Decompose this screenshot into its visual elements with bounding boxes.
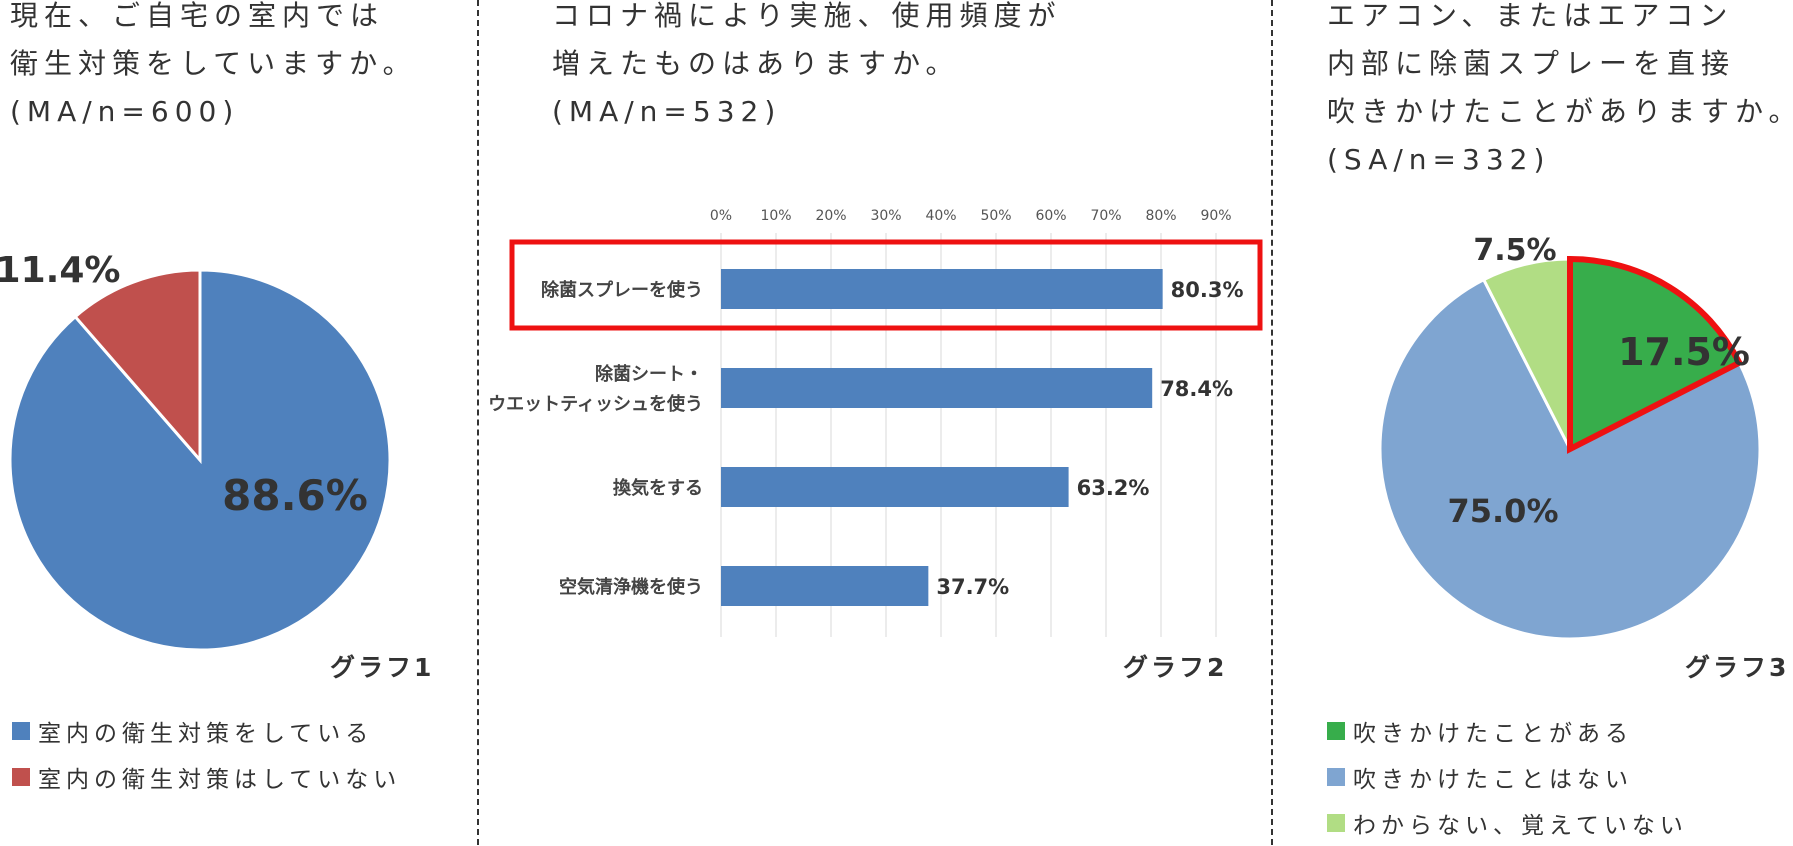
legend-label: 室内の衛生対策をしている — [38, 721, 374, 747]
legend-item: わからない、覚えていない — [1327, 800, 1688, 846]
tick-label: 80% — [1145, 208, 1176, 224]
question-text: コロナ禍により実施、使用頻度が 増えたものはありますか。 (MA/n=532) — [552, 0, 1061, 136]
category-label: 除菌スプレーを使う — [541, 279, 703, 301]
legend-label: わからない、覚えていない — [1353, 813, 1688, 839]
question-line: 内部に除菌スプレーを直接 — [1327, 47, 1736, 80]
legend: 吹きかけたことがある 吹きかけたことはないわからない、覚えていない — [1327, 708, 1688, 846]
divider-left — [477, 0, 479, 845]
legend-swatch — [1327, 722, 1345, 740]
pie-slice — [73, 268, 202, 465]
legend-swatch — [1327, 814, 1345, 832]
pie-chart-1: 88.6% 11.4% — [0, 250, 392, 652]
tick-label: 20% — [815, 208, 846, 224]
bar — [721, 368, 1153, 408]
question-line: 現在、ご自宅の室内では — [10, 0, 385, 32]
category-label: 除菌シート・ — [595, 363, 703, 385]
category-label: 空気清浄機を使う — [559, 576, 703, 598]
legend-label: 吹きかけたことはない — [1353, 767, 1633, 793]
category-label: ウエットティッシュを使う — [488, 394, 703, 415]
data-label: 11.4% — [0, 250, 120, 291]
legend-swatch — [12, 768, 30, 786]
tick-label: 10% — [760, 208, 791, 224]
legend-item: 室内の衛生対策はしていない — [12, 754, 401, 800]
category-label: 換気をする — [613, 477, 703, 499]
data-label: 80.3% — [1171, 278, 1244, 302]
tick-label: 40% — [925, 208, 956, 224]
question-line: 衛生対策をしていますか。 — [10, 47, 417, 80]
legend-swatch — [12, 722, 30, 740]
divider-right — [1271, 0, 1273, 845]
legend-swatch — [1327, 768, 1345, 786]
tick-label: 30% — [870, 208, 901, 224]
question-line: (MA/n=532) — [552, 95, 782, 128]
tick-label: 70% — [1090, 208, 1121, 224]
tick-label: 60% — [1035, 208, 1066, 224]
question-text: 現在、ご自宅の室内では 衛生対策をしていますか。 (MA/n=600) — [10, 0, 417, 136]
tick-label: 50% — [980, 208, 1011, 224]
question-line: エアコン、またはエアコン — [1327, 0, 1734, 32]
panel-graph2: コロナ禍により実施、使用頻度が 増えたものはありますか。 (MA/n=532) … — [478, 0, 1271, 845]
question-text: エアコン、またはエアコン 内部に除菌スプレーを直接 吹きかけたことがありますか。… — [1327, 0, 1793, 184]
highlight-outline — [1567, 255, 1744, 454]
bar — [721, 566, 929, 606]
legend-label: 室内の衛生対策はしていない — [38, 767, 402, 793]
question-line: コロナ禍により実施、使用頻度が — [552, 0, 1062, 32]
pie-slice — [1378, 277, 1762, 641]
panel-graph1: 現在、ご自宅の室内では 衛生対策をしていますか。 (MA/n=600) 88.6… — [0, 0, 478, 845]
pie-chart-3: 17.5% 75.0% 7.5% — [1378, 233, 1762, 641]
data-label: 88.6% — [222, 471, 368, 520]
bar — [721, 269, 1163, 309]
legend-item: 吹きかけたことがある — [1327, 708, 1688, 754]
legend-item: 室内の衛生対策をしている — [12, 708, 401, 754]
legend: 室内の衛生対策をしている室内の衛生対策はしていない — [12, 708, 401, 800]
panel-graph3: エアコン、またはエアコン 内部に除菌スプレーを直接 吹きかけたことがありますか。… — [1271, 0, 1793, 845]
legend-item: 吹きかけたことはない — [1327, 754, 1688, 800]
data-label: 78.4% — [1160, 377, 1233, 401]
data-label: 63.2% — [1077, 476, 1150, 500]
graph-label: グラフ2 — [1123, 653, 1228, 682]
question-line: (SA/n=332) — [1327, 143, 1551, 176]
legend-label: 吹きかけたことがある — [1353, 721, 1633, 747]
graph-label: グラフ3 — [1685, 653, 1790, 682]
bar-chart-2: 0% 10% 20% 30% 40% 50% 60% 70% 80% 90% 80.3% 除菌スプレー… — [488, 208, 1263, 637]
question-line: (MA/n=600) — [10, 95, 240, 128]
tick-label: 90% — [1200, 208, 1231, 224]
question-line: 増えたものはありますか。 — [552, 47, 960, 80]
question-line: 吹きかけたことがありますか。 — [1327, 95, 1793, 128]
data-label: 7.5% — [1473, 233, 1556, 268]
highlight-box — [509, 239, 1263, 331]
tick-label: 0% — [710, 208, 732, 224]
bar — [721, 467, 1069, 507]
data-label: 17.5% — [1618, 330, 1750, 374]
graph-label: グラフ1 — [330, 653, 435, 682]
data-label: 37.7% — [936, 575, 1009, 599]
data-label: 75.0% — [1447, 492, 1558, 530]
